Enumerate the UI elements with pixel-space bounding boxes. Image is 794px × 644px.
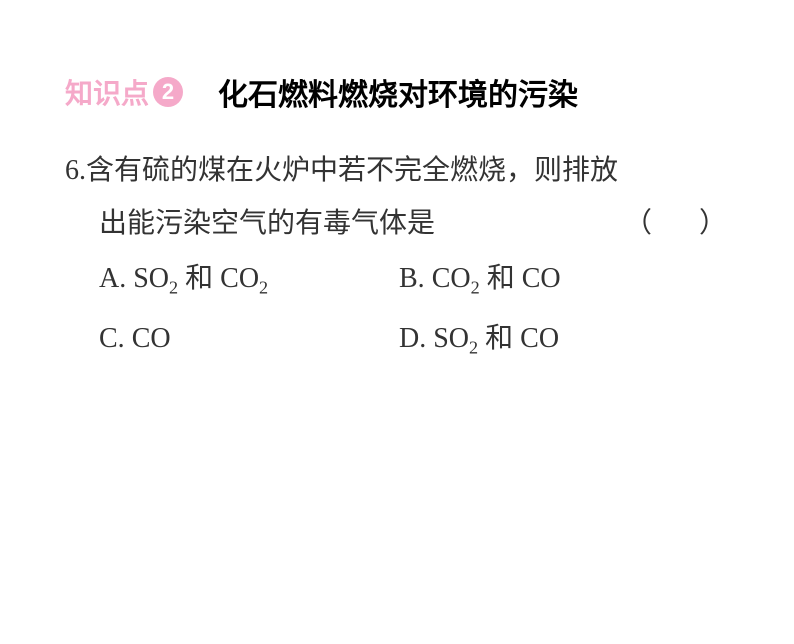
- option-b-label: B.: [399, 263, 425, 294]
- option-a-chem2: CO: [220, 263, 259, 294]
- option-a: A. SO2 和 CO2: [99, 252, 399, 305]
- option-d-and: 和: [478, 323, 520, 354]
- option-d-sub1: 2: [469, 337, 478, 357]
- question-line-2: 出能污染空气的有毒气体是 （ ）: [65, 197, 729, 250]
- options-row-1: A. SO2 和 CO2 B. CO2 和 CO: [65, 252, 729, 305]
- knowledge-point-label: 知识点 2: [65, 72, 183, 112]
- option-b-sub1: 2: [471, 278, 480, 298]
- question-number: 6.: [65, 144, 86, 197]
- paren-close: ）: [699, 208, 729, 239]
- option-c-chem1: CO: [132, 323, 171, 354]
- question-text: 6. 含有硫的煤在火炉中若不完全燃烧，则排放 出能污染空气的有毒气体是 （ ）: [65, 144, 729, 250]
- option-a-chem1: SO: [133, 263, 169, 294]
- option-b-and: 和: [480, 263, 522, 294]
- option-a-sub2: 2: [259, 278, 268, 298]
- options-row-2: C. CO D. SO2 和 CO: [65, 312, 729, 365]
- question-line-1: 6. 含有硫的煤在火炉中若不完全燃烧，则排放: [65, 144, 729, 197]
- option-d-chem2: CO: [520, 323, 559, 354]
- question-block: 6. 含有硫的煤在火炉中若不完全燃烧，则排放 出能污染空气的有毒气体是 （ ） …: [65, 144, 729, 365]
- paren-open: （: [624, 208, 654, 239]
- section-header: 知识点 2 化石燃料燃烧对环境的污染: [65, 70, 729, 114]
- page-content: 知识点 2 化石燃料燃烧对环境的污染 6. 含有硫的煤在火炉中若不完全燃烧，则排…: [0, 0, 794, 365]
- option-c-label: C.: [99, 323, 125, 354]
- option-d: D. SO2 和 CO: [399, 312, 729, 365]
- answer-blank: （ ）: [624, 197, 729, 250]
- option-a-sub1: 2: [169, 278, 178, 298]
- option-c: C. CO: [99, 312, 399, 365]
- option-d-chem1: SO: [433, 323, 469, 354]
- question-text-2: 出能污染空气的有毒气体是: [99, 197, 435, 250]
- knowledge-text: 知识点: [65, 72, 149, 112]
- option-b-chem2: CO: [522, 263, 561, 294]
- section-title: 化石燃料燃烧对环境的污染: [218, 70, 578, 114]
- option-b: B. CO2 和 CO: [399, 252, 729, 305]
- option-b-chem1: CO: [432, 263, 471, 294]
- option-a-label: A.: [99, 263, 126, 294]
- option-d-label: D.: [399, 323, 426, 354]
- knowledge-number-badge: 2: [153, 77, 183, 107]
- option-a-and: 和: [178, 263, 220, 294]
- question-text-1: 含有硫的煤在火炉中若不完全燃烧，则排放: [86, 144, 618, 197]
